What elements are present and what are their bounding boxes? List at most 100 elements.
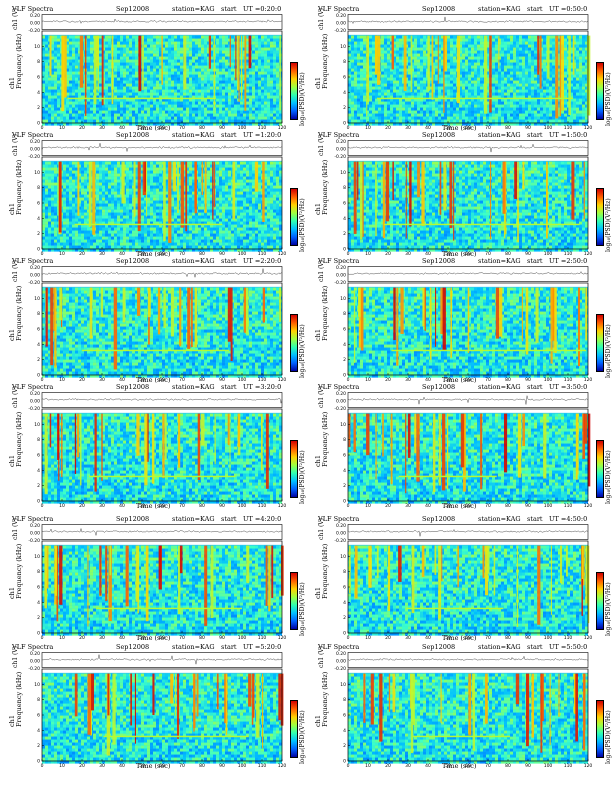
heatmap-cell	[351, 80, 354, 84]
heatmap-cell	[132, 35, 135, 39]
heatmap-cell	[249, 95, 252, 99]
heatmap-cell	[120, 68, 123, 72]
heatmap-cell	[468, 80, 471, 84]
heatmap-cell	[225, 92, 228, 96]
heatmap-cell	[273, 83, 276, 87]
heatmap-cell	[432, 35, 435, 39]
heatmap-cell	[381, 83, 384, 87]
heatmap-cell	[435, 119, 438, 123]
heatmap-cell	[351, 113, 354, 117]
heatmap-cell	[114, 98, 117, 102]
heatmap-cell	[396, 53, 399, 57]
heatmap-cell	[270, 89, 273, 93]
heatmap-cell	[516, 59, 519, 63]
heatmap-cell	[246, 113, 249, 117]
heatmap-cell	[564, 119, 567, 123]
heatmap-cell	[231, 89, 234, 93]
heatmap-cell	[480, 62, 483, 66]
heatmap-cell	[399, 44, 402, 48]
heatmap-cell	[441, 47, 444, 51]
heatmap-cell	[57, 44, 60, 48]
heatmap-cell	[45, 92, 48, 96]
heatmap-cell	[207, 53, 210, 57]
heatmap-cell	[219, 44, 222, 48]
heatmap-cell	[216, 101, 219, 105]
heatmap-cell	[171, 56, 174, 60]
heatmap-cell	[462, 65, 465, 69]
heatmap-cell	[414, 38, 417, 42]
heatmap-cell	[486, 35, 489, 39]
heatmap-cell	[222, 83, 225, 87]
heatmap-cell	[87, 107, 90, 111]
heatmap-cell	[492, 107, 495, 111]
heatmap-cell	[159, 80, 162, 84]
heatmap-cell	[45, 53, 48, 57]
heatmap-cell	[108, 68, 111, 72]
heatmap-cell	[564, 89, 567, 93]
heatmap-cell	[552, 113, 555, 117]
heatmap-cell	[540, 116, 543, 120]
heatmap-cell	[219, 80, 222, 84]
heatmap-cell	[144, 86, 147, 90]
heatmap-cell	[582, 65, 585, 69]
heatmap-cell	[411, 56, 414, 60]
heatmap-cell	[276, 59, 279, 63]
heatmap-cell	[255, 104, 258, 108]
heatmap-cell	[552, 41, 555, 45]
heatmap-cell	[576, 77, 579, 81]
heatmap-cell	[75, 41, 78, 45]
heatmap-cell	[162, 92, 165, 96]
heatmap-cell	[72, 56, 75, 60]
heatmap-cell	[171, 104, 174, 108]
heatmap-cell	[543, 50, 546, 54]
heatmap-cell	[261, 74, 264, 78]
heatmap-cell	[522, 92, 525, 96]
heatmap-cell	[363, 80, 366, 84]
heatmap-cell	[552, 101, 555, 105]
heatmap-cell	[480, 113, 483, 117]
heatmap-cell	[585, 50, 588, 54]
heatmap-cell	[156, 101, 159, 105]
heatmap-cell	[207, 71, 210, 75]
heatmap-cell	[159, 92, 162, 96]
heatmap-cell	[153, 86, 156, 90]
heatmap-cell	[534, 95, 537, 99]
heatmap-cell	[165, 107, 168, 111]
heatmap-cell	[531, 53, 534, 57]
heatmap-cell	[87, 59, 90, 63]
heatmap-cell	[471, 77, 474, 81]
heatmap-cell	[168, 107, 171, 111]
heatmap-cell	[417, 53, 420, 57]
heatmap-cell	[408, 122, 411, 126]
heatmap-cell	[552, 56, 555, 60]
heatmap-cell	[234, 101, 237, 105]
heatmap-cell	[552, 65, 555, 69]
heatmap-cell	[195, 44, 198, 48]
heatmap-cell	[69, 53, 72, 57]
heatmap-cell	[390, 107, 393, 111]
heatmap-cell	[222, 44, 225, 48]
heatmap-cell	[432, 86, 435, 90]
heatmap-cell	[501, 77, 504, 81]
heatmap-cell	[495, 62, 498, 66]
heatmap-cell	[432, 41, 435, 45]
heatmap-cell	[252, 65, 255, 69]
heatmap-cell	[198, 68, 201, 72]
heatmap-cell	[396, 104, 399, 108]
heatmap-cell	[51, 74, 54, 78]
heatmap-cell	[99, 89, 102, 93]
heatmap-cell	[144, 119, 147, 123]
heatmap-cell	[150, 122, 153, 126]
heatmap-cell	[576, 98, 579, 102]
heatmap-cell	[585, 95, 588, 99]
heatmap-cell	[510, 38, 513, 42]
heatmap-cell	[579, 104, 582, 108]
heatmap-cell	[162, 122, 165, 126]
heatmap-cell	[480, 80, 483, 84]
heatmap-cell	[129, 92, 132, 96]
heatmap-cell	[363, 71, 366, 75]
heatmap-cell	[414, 56, 417, 60]
heatmap-cell	[543, 71, 546, 75]
heatmap-cell	[261, 50, 264, 54]
heatmap-cell	[210, 35, 213, 39]
